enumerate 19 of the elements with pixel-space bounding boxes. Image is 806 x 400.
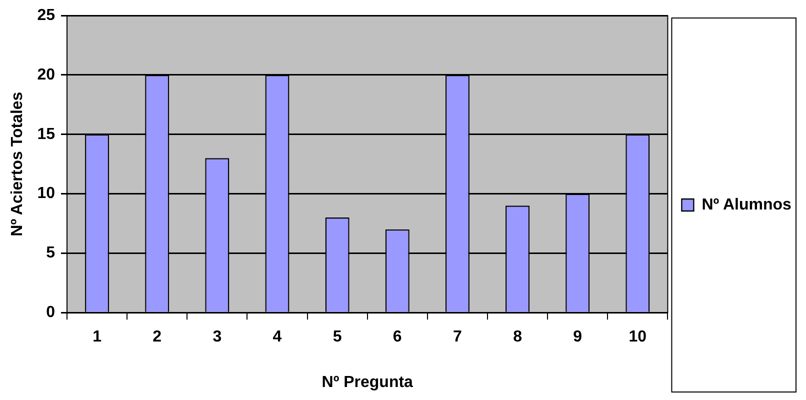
- x-tick-label: 1: [92, 328, 102, 346]
- x-tick-label: 10: [628, 328, 647, 346]
- x-tick-label: 3: [212, 328, 222, 346]
- x-tick-label: 2: [152, 328, 162, 346]
- y-tick-label: 25: [37, 7, 56, 24]
- y-axis-title: Nº Aciertos Totales: [9, 92, 26, 236]
- y-tick-label: 5: [46, 244, 56, 262]
- x-tick-label: 6: [392, 328, 402, 346]
- x-tick-label: 8: [513, 328, 522, 346]
- y-tick-label: 0: [46, 304, 56, 322]
- x-tick-label: 5: [332, 328, 342, 346]
- x-tick-label: 4: [272, 328, 282, 346]
- y-tick-label: 20: [37, 66, 56, 84]
- x-tick-label: 7: [453, 328, 462, 346]
- y-tick-label: 15: [37, 126, 56, 143]
- x-axis-title: Nº Pregunta: [322, 374, 414, 391]
- x-tick-label: 9: [573, 328, 582, 346]
- legend-label: Nº Alumnos: [702, 196, 792, 214]
- y-tick-label: 10: [37, 185, 56, 202]
